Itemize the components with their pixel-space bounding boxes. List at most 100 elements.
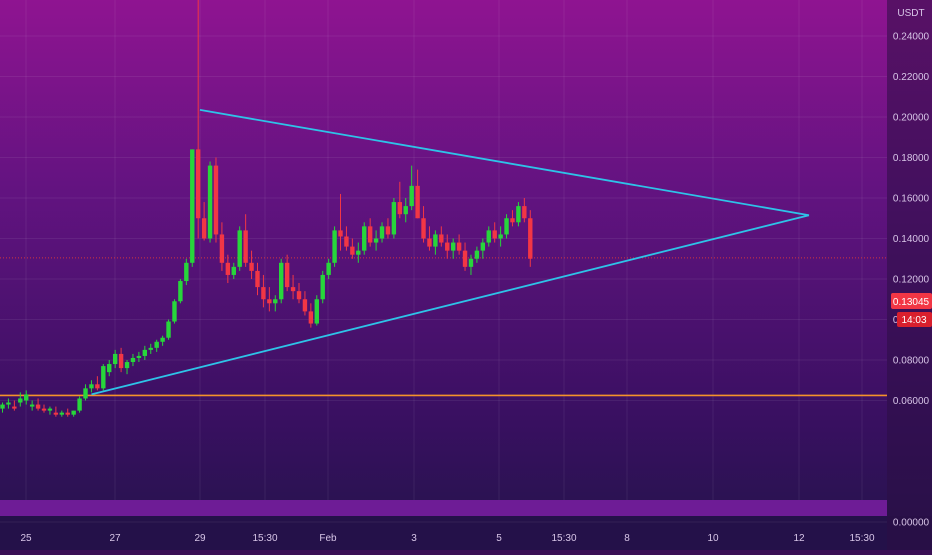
candle[interactable] <box>373 230 379 251</box>
candle[interactable] <box>207 161 213 243</box>
candle[interactable] <box>219 222 225 271</box>
upper-trendline[interactable] <box>199 109 810 217</box>
candle[interactable] <box>190 149 195 267</box>
candle[interactable] <box>231 262 236 279</box>
candle[interactable] <box>24 390 29 405</box>
candle-body <box>172 301 177 322</box>
candle[interactable] <box>439 226 444 247</box>
candle[interactable] <box>445 234 450 259</box>
candle[interactable] <box>71 410 76 417</box>
candle[interactable] <box>350 238 355 259</box>
candle[interactable] <box>308 303 314 328</box>
candle[interactable] <box>95 376 100 391</box>
candle[interactable] <box>225 254 231 284</box>
candle[interactable] <box>172 299 177 324</box>
candle[interactable] <box>296 283 302 304</box>
candle[interactable] <box>59 410 64 417</box>
candle[interactable] <box>166 319 171 340</box>
candle[interactable] <box>421 206 426 243</box>
candle[interactable] <box>356 242 361 263</box>
candle[interactable] <box>53 406 59 417</box>
candle[interactable] <box>379 222 385 243</box>
candle[interactable] <box>35 398 41 411</box>
candle[interactable] <box>320 270 325 304</box>
candle[interactable] <box>29 400 35 411</box>
candle[interactable] <box>403 198 408 223</box>
candle[interactable] <box>107 360 112 377</box>
candle[interactable] <box>284 254 290 292</box>
candle[interactable] <box>41 404 47 413</box>
candle[interactable] <box>326 258 331 279</box>
candle-body <box>219 234 225 263</box>
candle[interactable] <box>474 246 480 263</box>
candle-body <box>445 242 450 251</box>
candle[interactable] <box>302 291 308 316</box>
y-tick-label: 0.22000 <box>893 72 930 83</box>
candle[interactable] <box>504 214 509 239</box>
candle[interactable] <box>498 226 503 247</box>
candle[interactable] <box>492 222 497 243</box>
candle[interactable] <box>12 400 17 411</box>
candle[interactable] <box>249 250 254 279</box>
candle[interactable] <box>516 202 521 227</box>
candle[interactable] <box>314 295 319 326</box>
candle[interactable] <box>83 384 88 401</box>
candle[interactable] <box>486 226 491 247</box>
x-tick-label: 25 <box>20 533 32 544</box>
candle[interactable] <box>47 406 53 415</box>
candle[interactable] <box>148 343 153 354</box>
candle[interactable] <box>367 218 373 247</box>
candle[interactable] <box>332 226 337 267</box>
candle[interactable] <box>89 380 94 393</box>
candle[interactable] <box>213 157 219 243</box>
candle[interactable] <box>427 226 432 251</box>
candle[interactable] <box>290 274 296 300</box>
candle[interactable] <box>409 165 414 211</box>
candle[interactable] <box>77 396 82 413</box>
candle[interactable] <box>391 198 397 239</box>
candle[interactable] <box>237 226 242 271</box>
candle[interactable] <box>510 210 515 227</box>
candle[interactable] <box>18 392 23 407</box>
candle[interactable] <box>267 287 272 312</box>
candle[interactable] <box>462 242 468 271</box>
candle[interactable] <box>261 274 266 308</box>
candle[interactable] <box>201 202 207 241</box>
candle[interactable] <box>456 234 462 255</box>
candle[interactable] <box>0 402 5 413</box>
candle[interactable] <box>273 295 278 312</box>
candle[interactable] <box>344 226 349 251</box>
candle[interactable] <box>142 345 148 360</box>
candle[interactable] <box>243 214 248 267</box>
candle[interactable] <box>160 335 165 346</box>
lower-trendline[interactable] <box>91 214 810 396</box>
candle[interactable] <box>522 198 527 223</box>
candle[interactable] <box>184 258 189 286</box>
candle[interactable] <box>468 254 474 275</box>
candle[interactable] <box>178 279 183 304</box>
candle[interactable] <box>101 364 106 391</box>
candle[interactable] <box>124 360 130 375</box>
candle[interactable] <box>6 398 11 409</box>
candle[interactable] <box>397 181 403 219</box>
candle[interactable] <box>338 193 343 251</box>
candle[interactable] <box>385 218 391 239</box>
candle[interactable] <box>480 238 486 259</box>
candle[interactable] <box>112 349 118 369</box>
candle[interactable] <box>415 169 420 219</box>
candle[interactable] <box>279 258 284 304</box>
candle[interactable] <box>255 262 260 296</box>
candle[interactable] <box>433 230 438 255</box>
candle[interactable] <box>130 353 136 367</box>
candle-body <box>415 185 420 219</box>
candle[interactable] <box>154 339 159 352</box>
candle[interactable] <box>136 351 142 363</box>
candle[interactable] <box>528 210 533 267</box>
candle[interactable] <box>362 222 367 255</box>
candle[interactable] <box>118 347 124 373</box>
candle[interactable] <box>195 0 201 239</box>
candle[interactable] <box>65 408 70 417</box>
candle[interactable] <box>450 238 456 259</box>
